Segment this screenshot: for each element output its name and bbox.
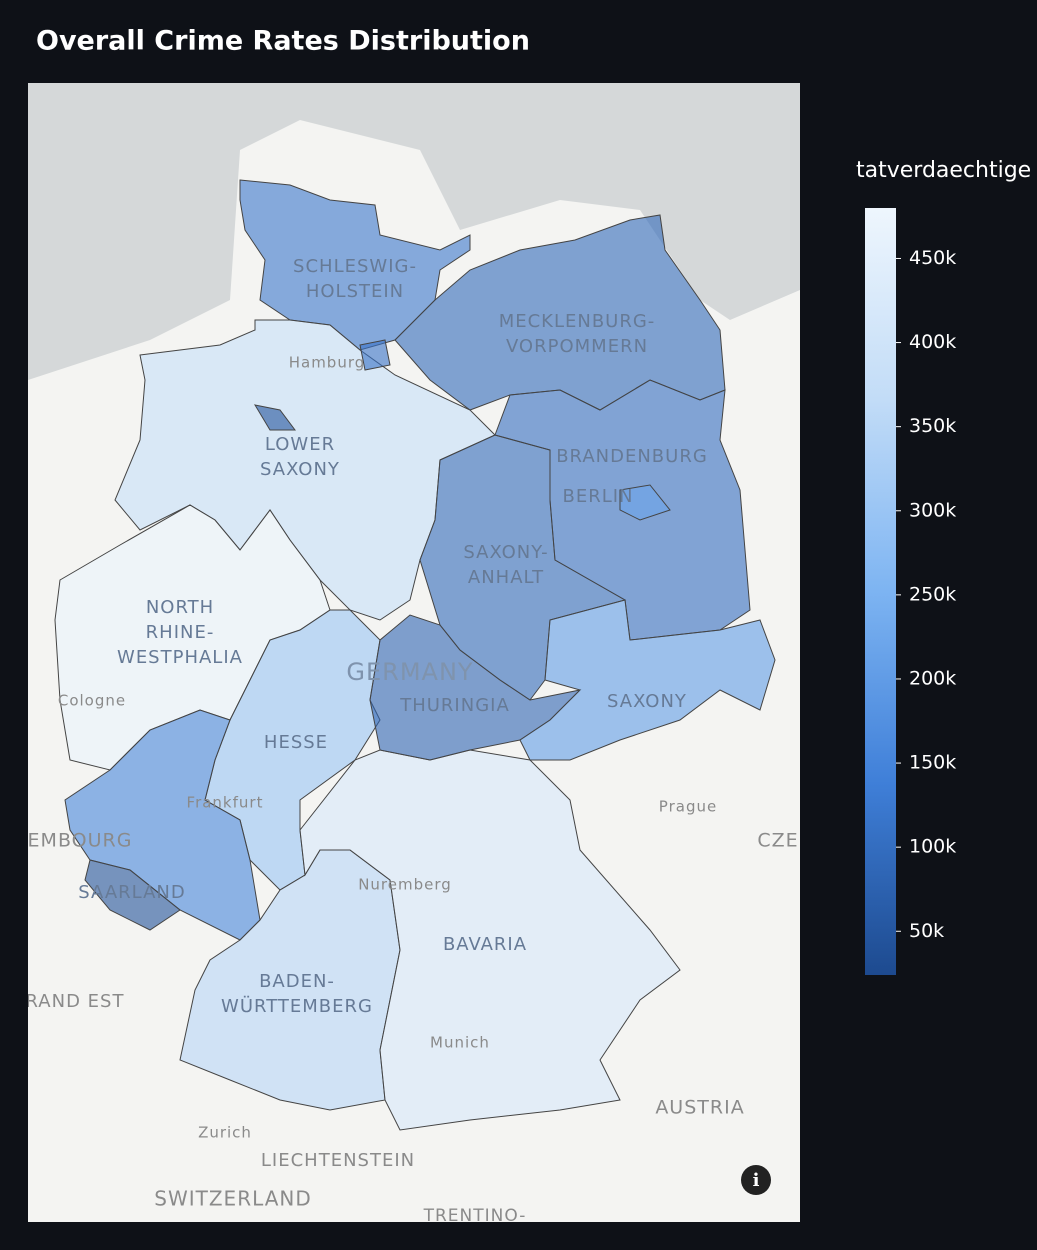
region	[519, 599, 776, 761]
place-label: Cologne	[58, 692, 126, 710]
region-label: HESSE	[264, 732, 328, 753]
colorbar-tick-label: 150k	[909, 752, 956, 774]
colorbar-tick-label: 200k	[909, 667, 956, 689]
region-label: BAVARIA	[443, 934, 527, 955]
place-label: SWITZERLAND	[154, 1187, 311, 1211]
region-label: THURINGIA	[399, 695, 510, 716]
colorbar-tick-label: 100k	[909, 836, 956, 858]
region-label: BADEN-	[259, 971, 335, 992]
colorbar-title: tatverdaechtige	[856, 158, 1031, 183]
region-label: SAXONY-	[463, 542, 548, 563]
place-label: Munich	[430, 1034, 490, 1052]
region-label: SCHLESWIG-	[293, 256, 417, 277]
region	[84, 859, 181, 931]
region-label: MECKLENBURG-	[499, 311, 656, 332]
region-label: BERLIN	[562, 486, 633, 507]
info-icon[interactable]	[741, 1165, 771, 1195]
region-label: HOLSTEIN	[306, 281, 404, 302]
place-label: Hamburg	[289, 354, 366, 372]
colorbar-tick-label: 400k	[909, 331, 956, 353]
place-label: GERMANY	[346, 658, 473, 686]
place-label: CZE	[757, 830, 798, 852]
place-label: EMBOURG	[28, 830, 133, 852]
region	[114, 319, 496, 621]
colorbar-tick-label: 450k	[909, 247, 956, 269]
colorbar-tick-label: 50k	[909, 920, 944, 942]
place-label: Frankfurt	[187, 794, 264, 812]
colorbar-tick-label: 300k	[909, 499, 956, 521]
place-label: Prague	[659, 798, 717, 816]
region-label: NORTH	[146, 597, 214, 618]
region-label: VORPOMMERN	[506, 336, 648, 357]
region-label: SAXONY	[607, 691, 687, 712]
colorbar-tick-label: 250k	[909, 583, 956, 605]
region-label: WÜRTTEMBERG	[221, 995, 373, 1017]
colorbar-tick-label: 350k	[909, 415, 956, 437]
region-label: SAARLAND	[78, 882, 185, 903]
place-label: TRENTINO-	[423, 1206, 527, 1226]
region-label: SAXONY	[260, 459, 340, 480]
region	[619, 484, 671, 521]
sea	[28, 83, 800, 380]
map: SCHLESWIG- HOLSTEIN MECKLENBURG- VORPOMMERN…	[26, 83, 800, 1226]
region-label: WESTPHALIA	[117, 647, 243, 668]
colorbar	[865, 208, 896, 975]
region	[64, 709, 261, 941]
place-label: RAND EST	[26, 991, 125, 1012]
info-icon-glyph: i	[753, 1170, 760, 1191]
region-label: RHINE-	[146, 622, 215, 643]
region	[253, 404, 296, 431]
place-label: Zurich	[198, 1124, 252, 1142]
place-label: Nuremberg	[358, 876, 452, 894]
region-label: ANHALT	[468, 567, 544, 588]
region-label: LOWER	[265, 434, 335, 455]
place-label: AUSTRIA	[655, 1097, 744, 1119]
region-label: BRANDENBURG	[556, 446, 708, 467]
place-label: LIECHTENSTEIN	[261, 1150, 415, 1171]
title: Overall Crime Rates Distribution	[36, 26, 530, 57]
region	[359, 339, 391, 371]
